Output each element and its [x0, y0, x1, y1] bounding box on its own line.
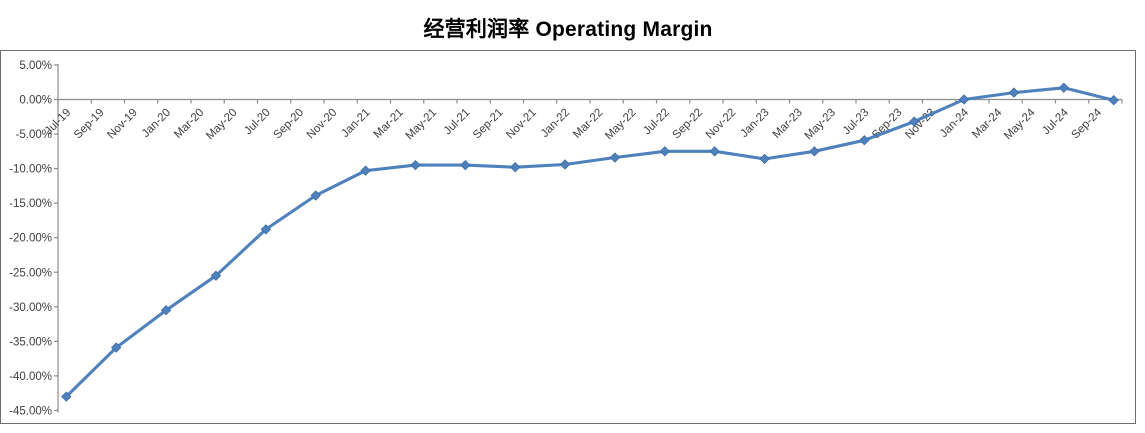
- margin-series-line: [64, 86, 1116, 399]
- x-axis-label: Mar-22: [571, 107, 605, 141]
- y-tick-label: -5.00%: [16, 129, 52, 141]
- x-axis-label: May-20: [204, 107, 240, 143]
- data-point-marker: [1108, 95, 1119, 106]
- chart-title: 经营利润率 Operating Margin: [423, 18, 713, 41]
- x-axis-label: Jul-24: [1040, 106, 1071, 137]
- data-point-marker: [260, 224, 271, 235]
- data-point-marker: [659, 146, 670, 157]
- data-point-marker: [1058, 82, 1069, 93]
- x-axis-label: Sep-20: [271, 107, 306, 142]
- x-axis-label: Jan-20: [140, 107, 173, 140]
- y-tick-label: -25.00%: [9, 267, 52, 279]
- data-point-marker: [510, 162, 521, 173]
- y-tick-label: -15.00%: [9, 198, 52, 210]
- data-point-marker: [111, 342, 122, 353]
- data-point-marker: [859, 135, 870, 146]
- x-axis-label: May-24: [1002, 106, 1038, 142]
- data-point-marker: [909, 116, 920, 127]
- x-axis-label: Jul-23: [841, 107, 872, 138]
- x-axis-label: Sep-21: [471, 107, 506, 142]
- data-point-marker: [1008, 87, 1020, 98]
- data-point-marker: [160, 305, 172, 316]
- data-point-marker: [559, 159, 571, 170]
- x-axis-label: May-21: [404, 107, 440, 143]
- x-axis-label: Nov-19: [105, 107, 140, 142]
- y-tick-label: 5.00%: [19, 60, 52, 72]
- data-point-marker: [709, 146, 720, 157]
- data-point-marker: [809, 146, 820, 157]
- y-tick-label: -10.00%: [9, 164, 52, 176]
- data-point-marker: [410, 159, 421, 171]
- data-point-marker: [609, 152, 621, 163]
- chart-frame: [0, 50, 1136, 424]
- y-tick-label: -30.00%: [9, 302, 52, 314]
- y-tick-label: -35.00%: [9, 336, 52, 348]
- x-axis-label: Sep-24: [1069, 106, 1104, 141]
- x-axis-label: Jan-22: [539, 107, 572, 140]
- x-axis-label: May-23: [803, 107, 839, 143]
- x-axis-label: Nov-20: [305, 107, 340, 142]
- x-axis-label: May-22: [603, 107, 639, 143]
- x-axis-label: Sep-22: [670, 107, 705, 142]
- y-tick-label: -45.00%: [9, 405, 52, 417]
- x-axis-label: Mar-23: [771, 107, 805, 141]
- x-axis-label: Nov-21: [504, 107, 539, 142]
- x-axis-label: Jan-23: [738, 107, 771, 140]
- x-axis-label: Sep-19: [72, 107, 107, 142]
- data-point-marker: [759, 153, 770, 165]
- x-axis-label: Jul-20: [242, 107, 273, 138]
- x-axis-label: Nov-22: [704, 107, 739, 142]
- data-point-marker: [460, 159, 471, 171]
- data-point-marker: [958, 94, 970, 105]
- x-axis-label: Mar-24: [970, 106, 1005, 141]
- x-axis-label: Jul-22: [641, 107, 672, 138]
- data-point-marker: [310, 190, 321, 201]
- x-axis-label: Jul-21: [442, 107, 473, 138]
- y-tick-label: -20.00%: [9, 233, 52, 245]
- data-point-marker: [61, 391, 72, 402]
- x-axis-label: Jan-21: [339, 107, 372, 140]
- x-axis-label: Mar-20: [172, 107, 206, 141]
- y-tick-label: -40.00%: [9, 371, 52, 383]
- data-point-marker: [360, 165, 371, 176]
- y-tick-label: 0.00%: [19, 95, 52, 107]
- x-axis-label: Jan-24: [938, 106, 972, 140]
- x-axis-label: Mar-21: [372, 107, 406, 141]
- data-point-marker: [210, 270, 222, 281]
